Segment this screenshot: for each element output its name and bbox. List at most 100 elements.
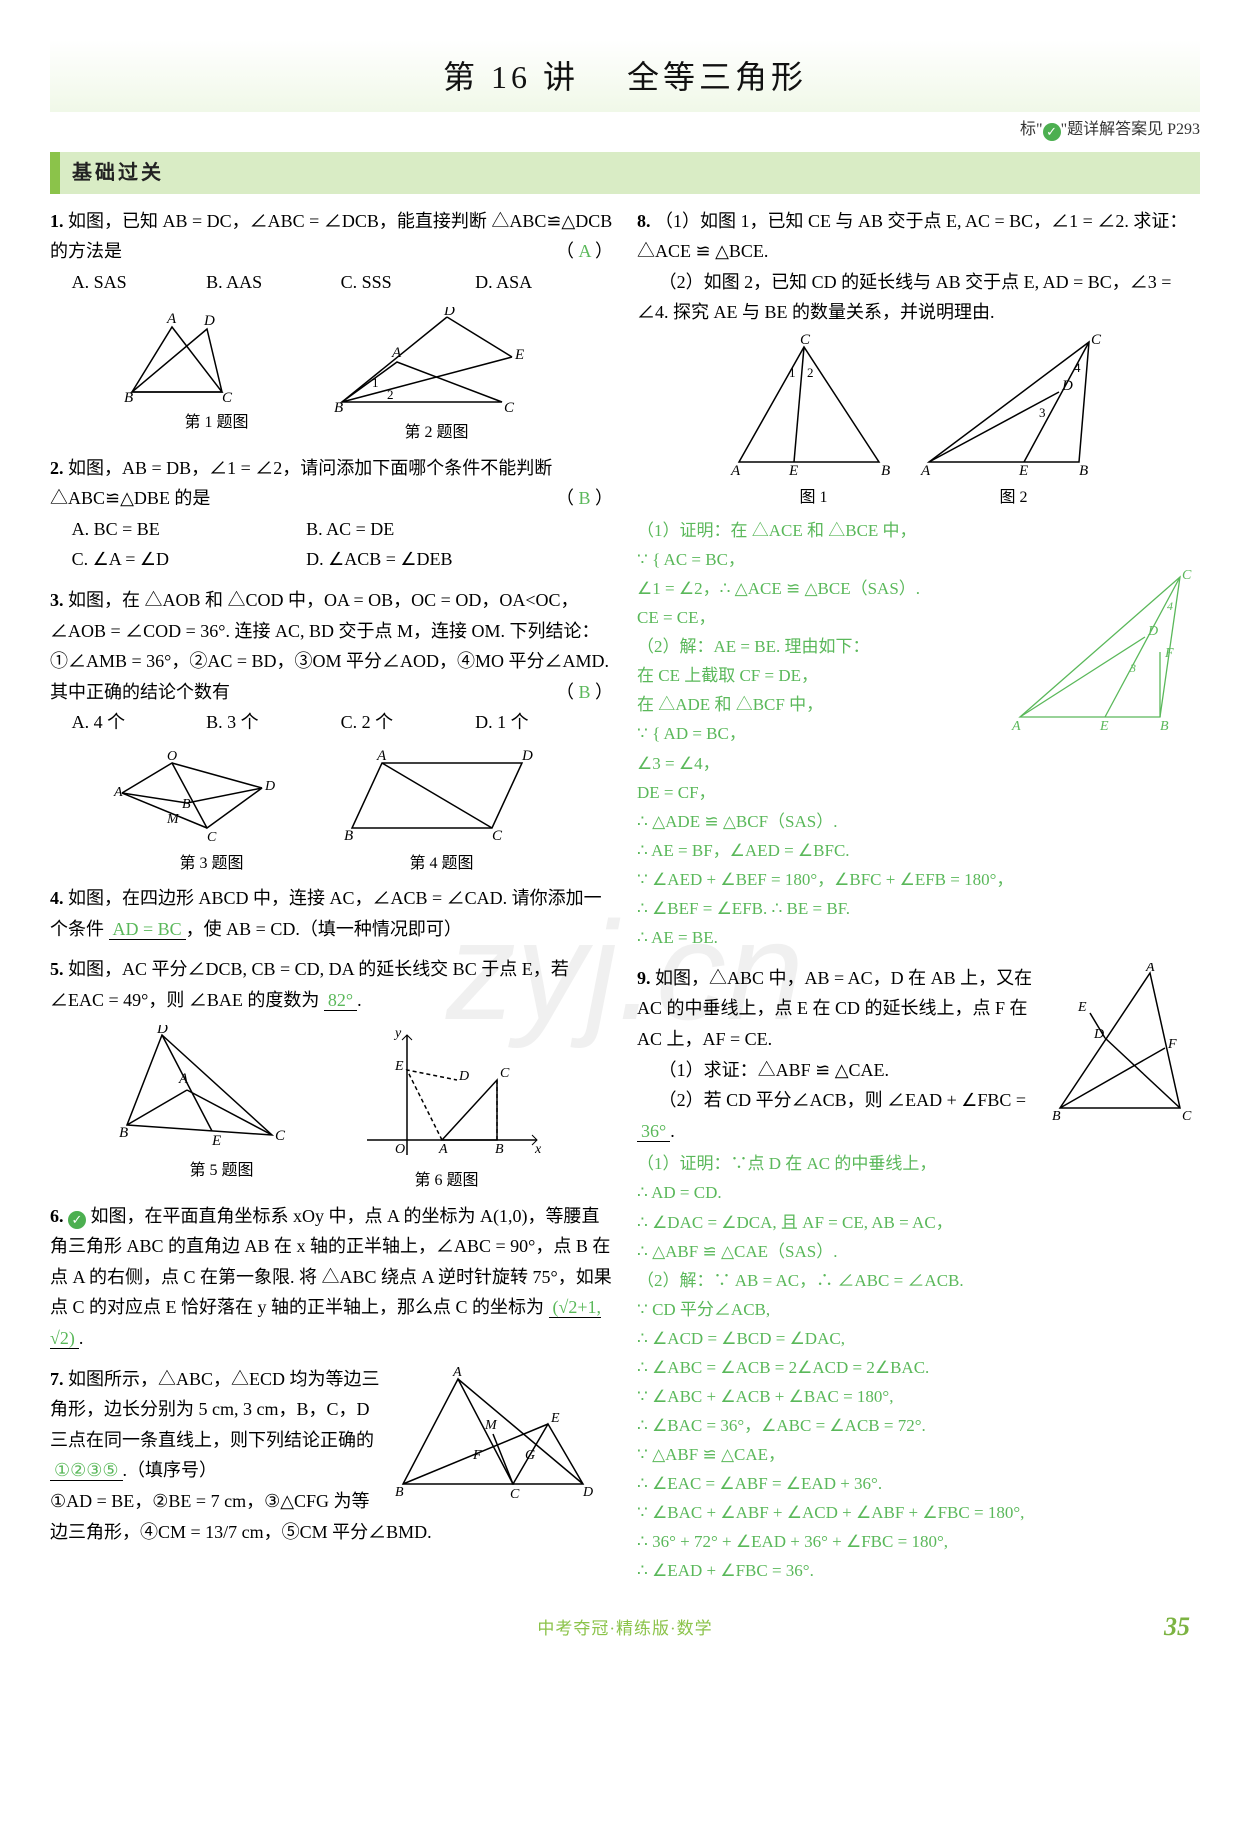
svg-text:A: A — [391, 345, 402, 361]
problem-4: 4. 如图，在四边形 ABCD 中，连接 AC，∠ACB = ∠CAD. 请你添… — [50, 883, 613, 944]
problem-3: 3. 如图，在 △AOB 和 △COD 中，OA = OB，OC = OD，OA… — [50, 585, 613, 738]
svg-text:B: B — [124, 390, 133, 406]
svg-text:E: E — [1099, 719, 1109, 734]
problem-6: 6. ✓ 如图，在平面直角坐标系 xOy 中，点 A 的坐标为 A(1,0)，等… — [50, 1201, 613, 1354]
svg-text:C: C — [1182, 568, 1192, 583]
svg-text:3: 3 — [1039, 405, 1046, 420]
figure-7: A B C D E M F G — [393, 1364, 613, 1504]
svg-text:D: D — [443, 307, 455, 319]
svg-text:C: C — [510, 1487, 520, 1502]
svg-text:y: y — [393, 1026, 402, 1041]
svg-text:C: C — [800, 332, 811, 348]
svg-text:A: A — [166, 311, 177, 327]
svg-text:C: C — [500, 1066, 510, 1081]
check-icon: ✓ — [1043, 123, 1061, 141]
svg-text:D: D — [1093, 1027, 1104, 1042]
svg-text:C: C — [504, 400, 515, 416]
svg-text:B: B — [119, 1125, 128, 1141]
svg-text:B: B — [395, 1485, 404, 1500]
svg-text:2: 2 — [387, 387, 394, 402]
svg-text:B: B — [334, 400, 343, 416]
svg-text:D: D — [1061, 378, 1073, 394]
svg-text:F: F — [472, 1448, 482, 1463]
svg-text:B: B — [1079, 463, 1088, 479]
svg-text:E: E — [1018, 463, 1028, 479]
problem-5: 5. 如图，AC 平分∠DCB, CB = CD, DA 的延长线交 BC 于点… — [50, 954, 613, 1015]
header: 第 16 讲 全等三角形 — [50, 40, 1200, 112]
problem-number: 1. — [50, 211, 68, 231]
solution-9: （1）证明：∵点 D 在 AC 的中垂线上， ∴ AD = CD. ∴ ∠DAC… — [637, 1150, 1200, 1585]
chapter-title: 全等三角形 — [627, 59, 807, 95]
svg-text:D: D — [203, 313, 215, 329]
check-icon: ✓ — [68, 1211, 86, 1229]
figure-2: A B C D E 1 2 第 2 题图 — [332, 307, 542, 446]
lecture-suffix: 讲 — [543, 59, 579, 95]
svg-text:C: C — [275, 1128, 286, 1144]
problem-1: 1. 如图，已知 AB = DC，∠ABC = ∠DCB，能直接判断 △ABC≌… — [50, 206, 613, 298]
svg-text:4: 4 — [1167, 599, 1173, 613]
svg-text:A: A — [376, 748, 387, 764]
svg-text:A: A — [1145, 963, 1155, 975]
svg-text:C: C — [1182, 1109, 1192, 1123]
footer: 中考夺冠·精练版·数学 — [50, 1615, 1200, 1644]
svg-text:A: A — [178, 1071, 189, 1087]
svg-text:M: M — [484, 1418, 498, 1433]
svg-text:B: B — [1160, 719, 1169, 734]
svg-text:D: D — [264, 779, 275, 794]
lecture-prefix: 第 — [443, 59, 479, 95]
svg-text:D: D — [521, 748, 533, 764]
page-title: 第 16 讲 全等三角形 — [50, 50, 1200, 104]
figure-8-2: A B C E D 3 4 图 2 — [919, 332, 1109, 511]
svg-text:x: x — [534, 1142, 542, 1157]
svg-text:A: A — [730, 463, 741, 479]
svg-text:2: 2 — [807, 365, 814, 380]
svg-text:D: D — [582, 1485, 593, 1500]
svg-text:M: M — [166, 812, 180, 827]
svg-text:G: G — [525, 1448, 535, 1463]
figure-5: D B C E A 第 5 题图 — [117, 1025, 327, 1194]
svg-text:E: E — [514, 347, 524, 363]
svg-text:D: D — [458, 1069, 469, 1084]
svg-text:A: A — [452, 1365, 462, 1380]
svg-text:E: E — [550, 1411, 560, 1426]
svg-text:B: B — [1052, 1109, 1061, 1123]
svg-text:F: F — [1167, 1037, 1177, 1052]
figure-6: x y O A B C D E 第 6 题图 — [347, 1025, 547, 1194]
svg-text:A: A — [1011, 719, 1021, 734]
options: A. SAS B. AAS C. SSS D. ASA — [50, 267, 613, 298]
figure-1: A D B C 第 1 题图 — [122, 307, 312, 446]
svg-text:C: C — [1091, 332, 1102, 348]
problem-text: 如图，已知 AB = DC，∠ABC = ∠DCB，能直接判断 △ABC≌△DC… — [50, 211, 612, 262]
svg-text:B: B — [495, 1142, 504, 1157]
figure-4: A D B C 第 4 题图 — [332, 748, 552, 877]
section-header: 基础过关 — [50, 152, 1200, 194]
svg-text:1: 1 — [789, 365, 796, 380]
svg-text:E: E — [211, 1133, 221, 1149]
problem-9: A B C D E F 9. 如图，△ABC 中，AB = AC，D 在 AB … — [637, 963, 1200, 1585]
svg-text:3: 3 — [1129, 661, 1136, 675]
problem-2: 2. 如图，AB = DB，∠1 = ∠2，请问添加下面哪个条件不能判断 △AB… — [50, 453, 613, 575]
lecture-number: 16 — [491, 59, 531, 95]
svg-text:O: O — [167, 749, 177, 764]
svg-text:C: C — [207, 830, 217, 845]
svg-text:C: C — [222, 390, 233, 406]
svg-text:A: A — [113, 785, 123, 800]
svg-text:1: 1 — [372, 375, 379, 390]
page-number: 35 — [1164, 1605, 1190, 1649]
svg-text:F: F — [1164, 646, 1174, 661]
problem-7: A B C D E M F G 7. 如图所示，△ABC，△ECD 均为等边三角… — [50, 1364, 613, 1548]
svg-text:D: D — [1147, 624, 1158, 639]
svg-text:A: A — [920, 463, 931, 479]
svg-text:D: D — [156, 1025, 168, 1037]
svg-text:E: E — [394, 1059, 404, 1074]
svg-text:B: B — [344, 828, 353, 844]
svg-text:E: E — [1077, 1000, 1087, 1015]
figure-8-1: A B C E 1 2 图 1 — [729, 332, 899, 511]
answer-reference: 标"✓"题详解答案见 P293 — [50, 116, 1200, 143]
problem-8: 8. （1）如图 1，已知 CE 与 AB 交于点 E, AC = BC，∠1 … — [637, 206, 1200, 953]
svg-text:4: 4 — [1074, 360, 1081, 375]
svg-text:B: B — [881, 463, 890, 479]
figure-9: A B C D E F — [1050, 963, 1200, 1123]
svg-text:C: C — [492, 828, 503, 844]
figure-3: O A B M C D 第 3 题图 — [112, 748, 312, 877]
